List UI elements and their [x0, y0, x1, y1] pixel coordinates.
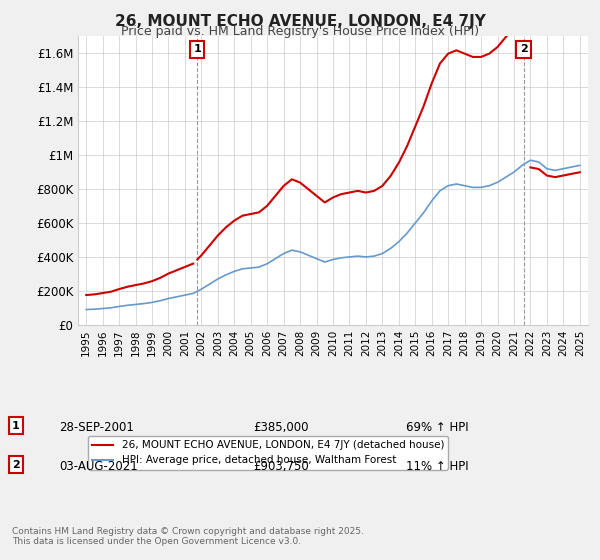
Text: £903,750: £903,750 [253, 460, 309, 473]
Legend: 26, MOUNT ECHO AVENUE, LONDON, E4 7JY (detached house), HPI: Average price, deta: 26, MOUNT ECHO AVENUE, LONDON, E4 7JY (d… [88, 436, 448, 469]
Text: 2: 2 [520, 44, 527, 54]
Text: 11% ↑ HPI: 11% ↑ HPI [406, 460, 469, 473]
Text: Contains HM Land Registry data © Crown copyright and database right 2025.
This d: Contains HM Land Registry data © Crown c… [12, 526, 364, 546]
Text: Price paid vs. HM Land Registry's House Price Index (HPI): Price paid vs. HM Land Registry's House … [121, 25, 479, 38]
Text: 1: 1 [193, 44, 201, 54]
Text: £385,000: £385,000 [253, 421, 308, 433]
Text: 69% ↑ HPI: 69% ↑ HPI [406, 421, 469, 433]
Text: 1: 1 [12, 421, 20, 431]
Text: 26, MOUNT ECHO AVENUE, LONDON, E4 7JY: 26, MOUNT ECHO AVENUE, LONDON, E4 7JY [115, 14, 485, 29]
Text: 28-SEP-2001: 28-SEP-2001 [59, 421, 134, 433]
Text: 2: 2 [12, 460, 20, 470]
Text: 03-AUG-2021: 03-AUG-2021 [59, 460, 137, 473]
